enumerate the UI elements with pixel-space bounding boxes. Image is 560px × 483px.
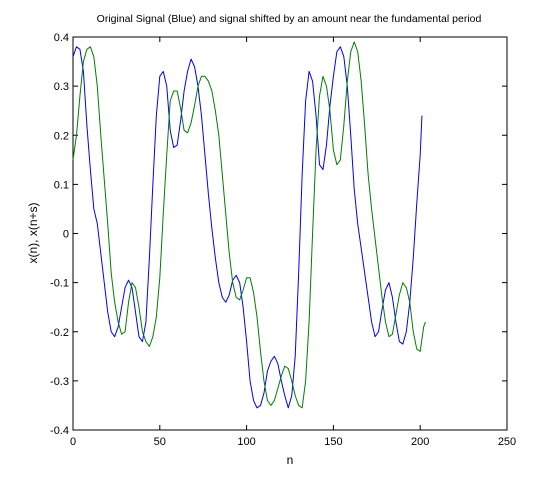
x-tick-label: 100 xyxy=(237,436,255,448)
x-axis-label: n xyxy=(287,453,294,467)
y-tick-label: 0.2 xyxy=(54,130,69,142)
x-tick-label: 0 xyxy=(70,436,76,448)
plot-area xyxy=(72,36,508,431)
y-tick-label: -0.1 xyxy=(50,278,69,290)
x-tick-label: 150 xyxy=(324,436,342,448)
y-tick-label: 0.4 xyxy=(54,32,69,44)
x-tick-label: 50 xyxy=(154,436,166,448)
x-axis: 0 50 100 150 200 250 xyxy=(70,37,516,448)
x-tick-label: 250 xyxy=(498,436,516,448)
y-axis: -0.4 -0.3 -0.2 -0.1 0 0.1 0.2 0.3 0.4 xyxy=(50,32,507,437)
shifted-signal-line xyxy=(72,41,426,409)
chart-title: Original Signal (Blue) and signal shifte… xyxy=(97,13,482,25)
y-tick-label: -0.4 xyxy=(50,425,69,437)
y-tick-label: 0.1 xyxy=(54,179,69,191)
y-tick-label: -0.2 xyxy=(50,327,69,339)
y-tick-label: -0.3 xyxy=(50,376,69,388)
y-tick-label: 0 xyxy=(63,229,69,241)
x-tick-label: 200 xyxy=(411,436,429,448)
y-axis-label: x(n), x(n+s) xyxy=(26,202,40,263)
series-layer xyxy=(72,41,426,409)
y-tick-label: 0.3 xyxy=(54,81,69,93)
